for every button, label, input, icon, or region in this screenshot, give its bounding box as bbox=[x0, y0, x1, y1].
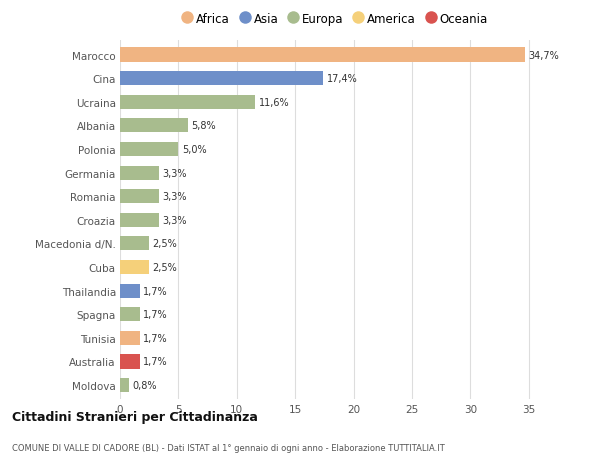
Text: 17,4%: 17,4% bbox=[326, 74, 358, 84]
Text: 5,0%: 5,0% bbox=[182, 145, 206, 155]
Text: 34,7%: 34,7% bbox=[529, 50, 559, 61]
Bar bbox=[120, 308, 140, 322]
Text: 5,8%: 5,8% bbox=[191, 121, 216, 131]
Bar bbox=[120, 190, 158, 204]
Bar bbox=[120, 284, 140, 298]
Bar bbox=[120, 354, 140, 369]
Bar bbox=[120, 95, 256, 110]
Bar bbox=[120, 119, 188, 133]
Text: 3,3%: 3,3% bbox=[162, 215, 187, 225]
Text: Cittadini Stranieri per Cittadinanza: Cittadini Stranieri per Cittadinanza bbox=[12, 410, 258, 423]
Text: 2,5%: 2,5% bbox=[152, 239, 178, 249]
Bar bbox=[120, 166, 158, 180]
Bar bbox=[120, 143, 178, 157]
Bar bbox=[120, 48, 525, 62]
Text: 3,3%: 3,3% bbox=[162, 168, 187, 178]
Bar bbox=[120, 213, 158, 227]
Bar bbox=[120, 331, 140, 345]
Text: 2,5%: 2,5% bbox=[152, 263, 178, 273]
Bar bbox=[120, 72, 323, 86]
Bar bbox=[120, 378, 130, 392]
Bar bbox=[120, 237, 149, 251]
Text: 11,6%: 11,6% bbox=[259, 98, 290, 107]
Text: 1,7%: 1,7% bbox=[143, 286, 168, 296]
Text: 1,7%: 1,7% bbox=[143, 357, 168, 367]
Legend: Africa, Asia, Europa, America, Oceania: Africa, Asia, Europa, America, Oceania bbox=[182, 11, 490, 28]
Text: 1,7%: 1,7% bbox=[143, 309, 168, 319]
Text: 0,8%: 0,8% bbox=[133, 380, 157, 390]
Text: COMUNE DI VALLE DI CADORE (BL) - Dati ISTAT al 1° gennaio di ogni anno - Elabora: COMUNE DI VALLE DI CADORE (BL) - Dati IS… bbox=[12, 443, 445, 452]
Text: 3,3%: 3,3% bbox=[162, 192, 187, 202]
Text: 1,7%: 1,7% bbox=[143, 333, 168, 343]
Bar bbox=[120, 260, 149, 274]
